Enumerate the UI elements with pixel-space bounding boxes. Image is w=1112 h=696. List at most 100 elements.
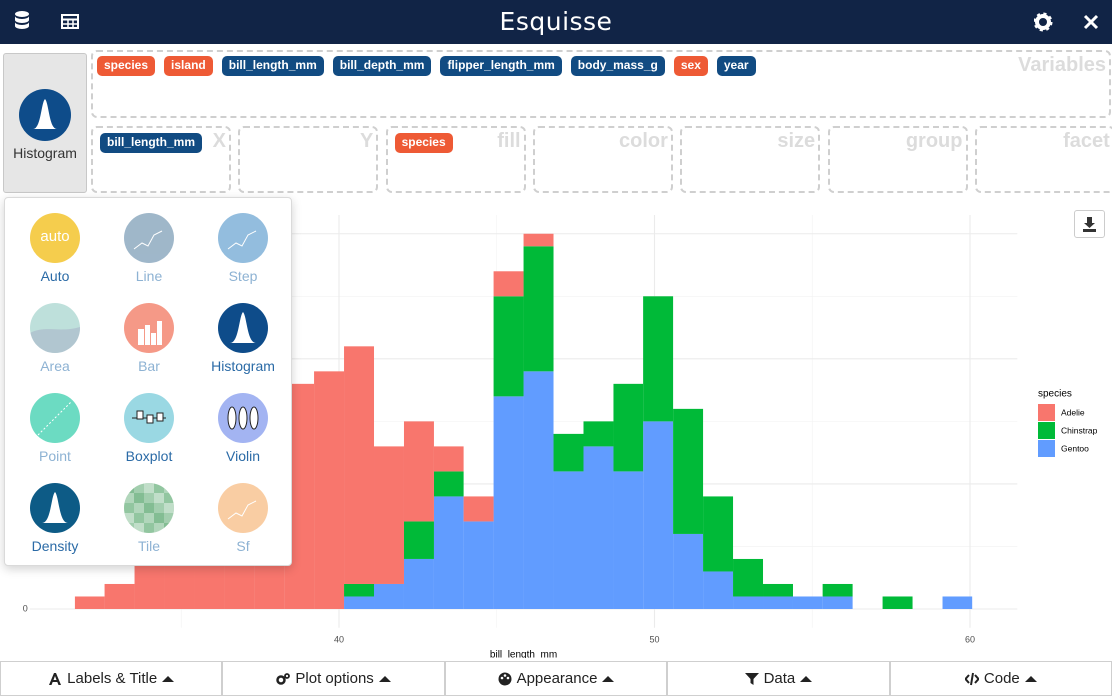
histogram-bar [553,433,584,472]
tab-caret [1024,675,1037,682]
glyph [124,513,134,523]
glyph [42,492,68,523]
geom-icon [218,483,268,533]
histogram-bar [433,471,464,497]
geom-button-label: Histogram [13,145,77,161]
geom-option[interactable]: Tile [102,468,196,556]
glyph [276,674,287,685]
geom-menu: auto Auto Line Step Area Bar Histogram Point Box… [4,197,292,566]
zone-label: facet [1063,130,1110,152]
geom-option[interactable]: Boxplot [102,378,196,466]
geom-icon [124,213,174,263]
glyph [144,523,154,533]
variable-chip[interactable]: bill_depth_mm [332,56,432,76]
legend-label: Gentoo [1061,443,1089,453]
tab-button[interactable]: Data [667,661,890,696]
variable-chip[interactable]: species [394,133,453,153]
variable-chip[interactable]: bill_length_mm [100,133,203,153]
geom-glyph [227,230,257,250]
variable-chip[interactable]: sex [673,56,708,76]
histogram-bar [613,471,644,609]
geom-label: Point [39,448,71,464]
glyph [144,493,154,503]
variable-chip[interactable]: island [164,56,213,76]
tab-button[interactable]: Labels & Title [0,661,223,696]
glyph [227,406,237,430]
variable-chip[interactable]: year [716,56,756,76]
geom-option[interactable]: Density [8,468,102,556]
histogram-bar [523,246,554,372]
histogram-bar [763,596,793,609]
geom-option[interactable]: auto Auto [8,198,102,286]
tab-button[interactable]: Appearance [444,661,668,696]
glyph [164,513,174,523]
glyph [151,333,156,345]
geom-label: Line [135,268,163,284]
geom-option[interactable]: Step [196,198,290,286]
histogram-bar [822,583,853,597]
y-tick-label: 0 [23,603,28,613]
geom-option[interactable]: Violin [196,378,290,466]
glyph [49,672,62,685]
glyph [136,410,144,420]
glyph [144,513,154,523]
glyph [503,673,506,677]
geom-icon [124,393,174,443]
geom-option[interactable]: Histogram [196,288,290,376]
geom-option[interactable]: Point [8,378,102,466]
glyph [124,523,134,533]
geom-option[interactable]: Sf [196,468,290,556]
zone-label: Variables [1018,54,1106,76]
histogram-bar [433,496,464,609]
geom-icon-text: auto [40,228,70,245]
geom-glyph [132,410,166,424]
header: Esquisse [0,0,1112,44]
database-icon[interactable] [12,10,32,34]
geom-label: Sf [236,538,250,554]
download-button[interactable] [1074,210,1105,238]
tab-button[interactable]: Plot options [222,661,445,696]
histogram-bar [583,421,614,447]
glyph [498,672,512,685]
variable-chip[interactable]: flipper_length_mm [440,56,562,76]
histogram-bar [104,583,135,609]
bottom-tabs: Labels & Title Plot options Appearance Data… [0,661,1112,696]
close-icon[interactable] [1083,14,1099,30]
chip-list: species island bill_length_mm bill_depth_mm… [97,56,756,76]
histogram-bar [942,596,973,609]
histogram-bar [703,496,734,572]
glyph [154,503,164,513]
geom-glyph [124,483,174,533]
geom-option[interactable]: Bar [102,288,196,376]
settings-icon[interactable] [1034,10,1054,34]
tab-label: Labels & Title [67,670,158,687]
table-icon[interactable] [61,14,81,30]
histogram-bar [822,596,853,609]
glyph [134,523,144,533]
download-icon [1083,217,1096,232]
glyph [238,406,248,430]
geom-glyph [42,492,68,523]
geom-glyph [30,327,80,353]
tab-icon [744,672,759,685]
geom-option[interactable]: Line [102,198,196,286]
tab-label: Plot options [295,670,374,687]
tab-label: Code [983,670,1020,687]
geom-option[interactable]: Area [8,288,102,376]
legend-title: species [1038,389,1072,400]
glyph [30,327,80,353]
dropzone: facet [974,126,1112,193]
tab-button[interactable]: Code [889,661,1112,696]
histogram-glyph [33,99,57,129]
glyph [154,523,164,533]
variable-chip[interactable]: species [97,56,156,76]
dropzone: size [680,126,821,193]
tab-icon [49,672,62,685]
glyph [157,321,162,345]
variable-chip[interactable]: bill_length_mm [221,56,324,76]
geom-button[interactable]: Histogram [3,53,87,193]
histogram-bar [673,533,704,609]
geom-glyph [227,500,257,520]
histogram-bar [344,583,375,597]
variable-chip[interactable]: body_mass_g [570,56,665,76]
